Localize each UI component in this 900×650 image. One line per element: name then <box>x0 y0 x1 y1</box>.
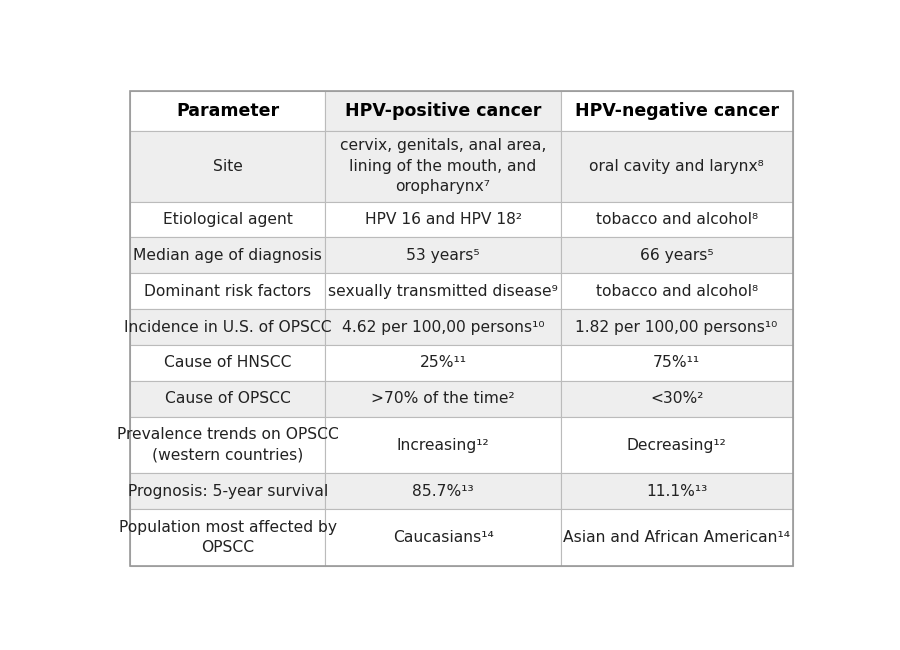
Text: Cause of HNSCC: Cause of HNSCC <box>164 356 292 370</box>
Bar <box>561 381 793 417</box>
Bar <box>326 345 561 381</box>
Text: HPV-positive cancer: HPV-positive cancer <box>345 102 541 120</box>
Bar <box>130 417 326 473</box>
Bar <box>561 131 793 202</box>
Text: 1.82 per 100,00 persons¹⁰: 1.82 per 100,00 persons¹⁰ <box>575 320 778 335</box>
Bar <box>561 237 793 273</box>
Text: 66 years⁵: 66 years⁵ <box>640 248 714 263</box>
Text: Increasing¹²: Increasing¹² <box>397 437 490 452</box>
Text: Prognosis: 5-year survival: Prognosis: 5-year survival <box>128 484 328 499</box>
Text: 4.62 per 100,00 persons¹⁰: 4.62 per 100,00 persons¹⁰ <box>342 320 544 335</box>
Bar <box>561 345 793 381</box>
Bar <box>326 237 561 273</box>
Text: 75%¹¹: 75%¹¹ <box>653 356 700 370</box>
Bar <box>561 273 793 309</box>
Bar <box>326 417 561 473</box>
Bar <box>561 202 793 237</box>
Text: Cause of OPSCC: Cause of OPSCC <box>165 391 291 406</box>
Text: sexually transmitted disease⁹: sexually transmitted disease⁹ <box>328 283 558 299</box>
Bar <box>326 473 561 509</box>
Bar <box>130 345 326 381</box>
Bar <box>326 131 561 202</box>
Text: Incidence in U.S. of OPSCC: Incidence in U.S. of OPSCC <box>124 320 331 335</box>
Text: HPV-negative cancer: HPV-negative cancer <box>574 102 778 120</box>
Text: Prevalence trends on OPSCC
(western countries): Prevalence trends on OPSCC (western coun… <box>117 427 338 463</box>
Text: Etiological agent: Etiological agent <box>163 212 292 227</box>
Text: Parameter: Parameter <box>176 102 279 120</box>
Text: 25%¹¹: 25%¹¹ <box>419 356 466 370</box>
Bar <box>130 131 326 202</box>
Text: Caucasians¹⁴: Caucasians¹⁴ <box>392 530 493 545</box>
Text: Median age of diagnosis: Median age of diagnosis <box>133 248 322 263</box>
Bar <box>130 202 326 237</box>
Bar <box>561 509 793 566</box>
Bar <box>326 309 561 345</box>
Text: Site: Site <box>212 159 243 174</box>
Text: 11.1%¹³: 11.1%¹³ <box>646 484 707 499</box>
Bar <box>130 273 326 309</box>
Bar <box>130 90 326 131</box>
Text: 53 years⁵: 53 years⁵ <box>406 248 480 263</box>
Bar <box>130 473 326 509</box>
Bar <box>130 381 326 417</box>
Text: Asian and African American¹⁴: Asian and African American¹⁴ <box>563 530 790 545</box>
Bar <box>130 237 326 273</box>
Bar <box>326 381 561 417</box>
Text: Dominant risk factors: Dominant risk factors <box>144 283 311 299</box>
Bar <box>326 273 561 309</box>
Bar <box>130 309 326 345</box>
Text: oral cavity and larynx⁸: oral cavity and larynx⁸ <box>590 159 764 174</box>
Text: tobacco and alcohol⁸: tobacco and alcohol⁸ <box>596 212 758 227</box>
Bar <box>326 509 561 566</box>
Text: tobacco and alcohol⁸: tobacco and alcohol⁸ <box>596 283 758 299</box>
Text: 85.7%¹³: 85.7%¹³ <box>412 484 473 499</box>
Text: HPV 16 and HPV 18²: HPV 16 and HPV 18² <box>364 212 521 227</box>
Bar <box>130 509 326 566</box>
Text: <30%²: <30%² <box>650 391 703 406</box>
Bar <box>561 417 793 473</box>
Text: cervix, genitals, anal area,
lining of the mouth, and
oropharynx⁷: cervix, genitals, anal area, lining of t… <box>340 138 546 194</box>
Bar <box>561 90 793 131</box>
Bar <box>561 309 793 345</box>
Text: >70% of the time²: >70% of the time² <box>371 391 515 406</box>
Bar <box>561 473 793 509</box>
Bar <box>326 90 561 131</box>
Text: Population most affected by
OPSCC: Population most affected by OPSCC <box>119 520 337 555</box>
Text: Decreasing¹²: Decreasing¹² <box>626 437 726 452</box>
Bar <box>326 202 561 237</box>
